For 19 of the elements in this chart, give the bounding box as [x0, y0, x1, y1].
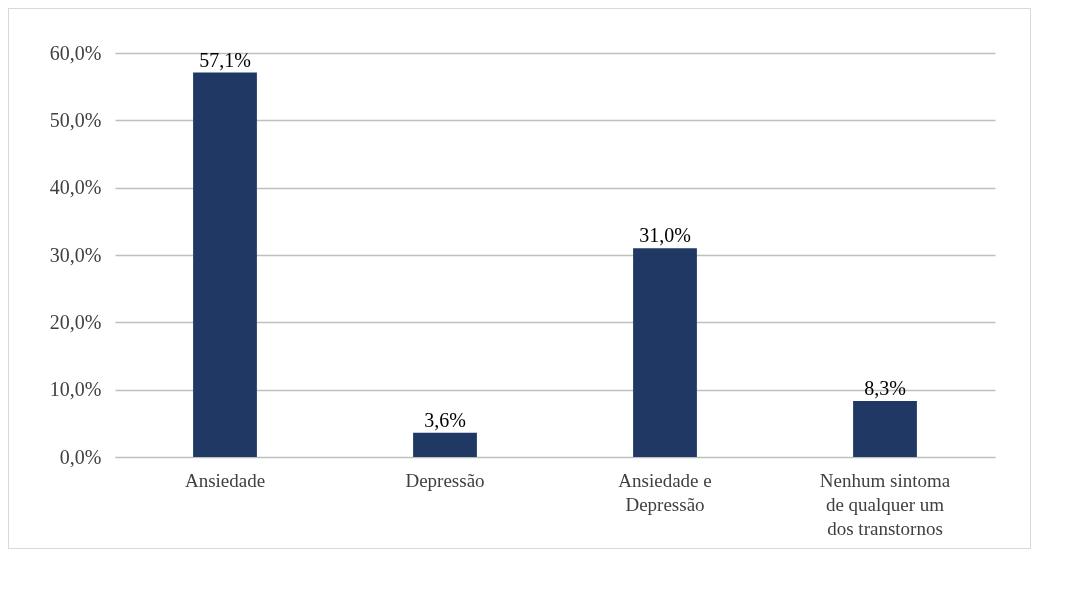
y-tick-label: 30,0%	[49, 243, 102, 266]
y-tick-label: 0,0%	[59, 445, 102, 468]
y-tick-label: 50,0%	[49, 108, 102, 131]
y-tick-label: 40,0%	[49, 176, 102, 199]
x-tick-label: Nenhum sintoma de qualquer um dos transtornos	[819, 469, 951, 539]
y-tick-label: 10,0%	[49, 378, 102, 401]
bar	[633, 248, 697, 457]
data-label: 8,3%	[864, 377, 906, 400]
y-tick-label: 60,0%	[49, 41, 102, 64]
bar	[853, 401, 917, 457]
x-tick-label: Ansiedade	[184, 469, 266, 491]
data-label: 31,0%	[639, 224, 691, 247]
data-label: 3,6%	[424, 408, 466, 431]
bar	[193, 72, 257, 457]
x-tick-label: Depressão	[405, 469, 485, 491]
bar	[413, 432, 477, 457]
data-label: 57,1%	[199, 48, 251, 71]
y-tick-label: 20,0%	[49, 310, 102, 333]
x-tick-label: Ansiedade e Depressão	[618, 469, 712, 515]
